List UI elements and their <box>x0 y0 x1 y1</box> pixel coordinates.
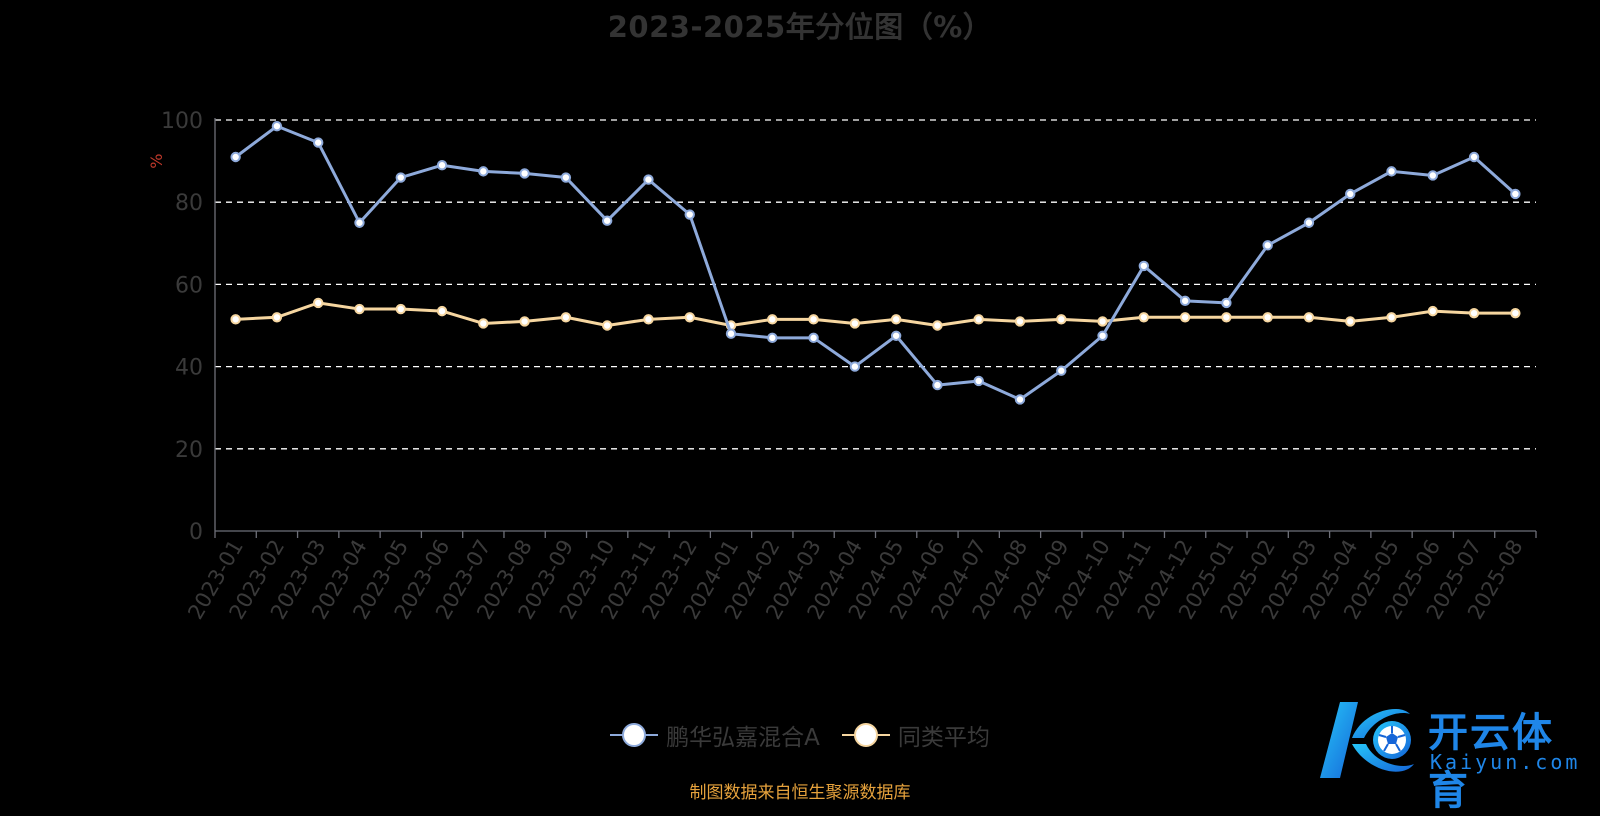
y-tick-label: 20 <box>175 438 203 463</box>
data-point-fund <box>1097 330 1108 341</box>
data-point-fund <box>1014 394 1026 405</box>
data-point-average <box>560 312 572 323</box>
data-point-average <box>436 305 448 317</box>
data-point-fund <box>1262 240 1273 251</box>
series-line-average <box>235 301 1516 327</box>
data-point-average <box>643 314 654 325</box>
data-point-fund <box>1427 170 1438 181</box>
data-point-fund <box>478 166 489 177</box>
data-point-average <box>1014 316 1026 327</box>
data-point-fund <box>519 168 530 179</box>
data-point-average <box>1510 307 1521 319</box>
data-point-fund <box>354 217 365 228</box>
data-point-fund <box>643 174 654 185</box>
chart-title: 2023-2025年分位图（%） <box>607 10 993 44</box>
data-point-average <box>1262 312 1273 323</box>
data-point-fund <box>1510 188 1521 200</box>
data-point-fund <box>230 151 241 163</box>
data-point-average <box>1303 312 1315 323</box>
watermark-domain-text: Kaiyun.com <box>1430 750 1581 774</box>
data-point-average <box>1345 316 1356 327</box>
legend: 鹏华弘嘉混合A 同类平均 <box>0 718 1600 752</box>
data-point-average <box>890 314 902 325</box>
data-point-average <box>849 318 861 329</box>
watermark: 开云体育 Kaiyun.com <box>1310 698 1592 814</box>
data-point-fund <box>560 172 572 183</box>
data-point-average <box>354 303 365 315</box>
legend-marker-fund-icon <box>610 723 659 747</box>
data-point-fund <box>808 332 819 344</box>
data-point-average <box>1179 312 1191 323</box>
data-point-average <box>478 318 489 329</box>
data-point-average <box>1221 312 1232 323</box>
data-point-average <box>1097 316 1108 327</box>
data-point-average <box>519 316 530 327</box>
y-tick-label: 0 <box>189 520 203 545</box>
y-tick-label: 80 <box>175 191 203 216</box>
data-point-fund <box>973 375 984 387</box>
data-point-average <box>313 297 324 309</box>
y-tick-label: 60 <box>175 273 203 298</box>
data-point-fund <box>684 209 695 220</box>
data-point-average <box>395 303 406 315</box>
data-point-fund <box>725 328 737 339</box>
data-point-average <box>1468 307 1480 319</box>
data-point-average <box>1427 305 1438 317</box>
data-point-average <box>684 312 695 323</box>
series-line-fund <box>234 124 1517 401</box>
data-point-average <box>767 314 778 325</box>
data-point-fund <box>932 379 943 391</box>
y-tick-label: 40 <box>175 356 203 381</box>
data-point-average <box>1056 314 1067 325</box>
legend-item-fund[interactable]: 鹏华弘嘉混合A <box>610 718 820 752</box>
data-point-average <box>932 320 943 331</box>
data-point-fund <box>436 160 448 171</box>
data-point-fund <box>1221 297 1232 309</box>
data-point-fund <box>271 120 283 132</box>
legend-label-average: 同类平均 <box>897 725 990 751</box>
data-point-average <box>973 314 984 325</box>
soccer-ball-logo-icon <box>1320 702 1414 778</box>
data-point-fund <box>1386 166 1397 177</box>
data-point-fund <box>1179 295 1191 307</box>
data-point-average <box>1386 312 1397 323</box>
data-point-fund <box>890 330 902 341</box>
data-point-fund <box>1303 217 1315 228</box>
data-point-average <box>601 320 613 331</box>
data-point-average <box>1138 312 1150 323</box>
data-point-fund <box>1138 260 1150 272</box>
watermark-brand-text: 开云体育 <box>1428 710 1554 814</box>
data-point-fund <box>767 332 778 344</box>
y-axis-label: % <box>147 153 166 168</box>
data-point-fund <box>1468 151 1480 163</box>
data-point-fund <box>601 215 613 226</box>
legend-label-fund: 鹏华弘嘉混合A <box>666 725 820 751</box>
data-point-average <box>808 314 819 325</box>
data-point-fund <box>1056 365 1067 376</box>
data-point-fund <box>395 172 406 183</box>
data-point-fund <box>1345 188 1356 200</box>
data-source-note: 制图数据来自恒生聚源数据库 <box>689 783 911 803</box>
data-point-fund <box>313 137 324 148</box>
legend-marker-average-icon <box>841 723 890 747</box>
data-point-average <box>271 312 283 323</box>
data-point-fund <box>849 361 861 372</box>
chart-plot: 020406080100%2023-012023-022023-032023-0… <box>147 109 1537 623</box>
y-tick-label: 100 <box>161 109 203 134</box>
legend-item-category-average[interactable]: 同类平均 <box>841 718 990 752</box>
data-point-average <box>230 314 241 325</box>
